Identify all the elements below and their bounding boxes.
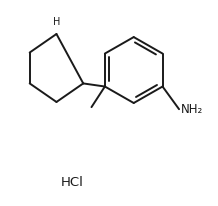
Text: HCl: HCl [60,176,83,189]
Text: H: H [53,17,60,27]
Text: NH₂: NH₂ [181,103,203,116]
